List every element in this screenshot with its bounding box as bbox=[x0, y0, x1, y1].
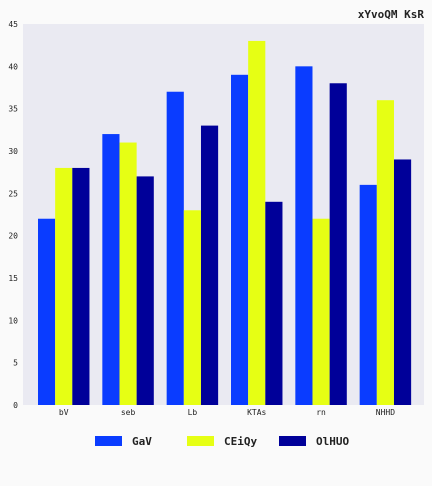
y-tick-label: 45 bbox=[8, 20, 18, 29]
bar-OlHUO-Lb bbox=[200, 125, 219, 405]
bar-GaV-KTAs bbox=[231, 74, 249, 406]
bar-GaV-rn bbox=[295, 66, 313, 405]
y-tick-label: 15 bbox=[8, 274, 18, 283]
y-tick-label: 5 bbox=[13, 359, 18, 368]
x-tick-label: seb bbox=[121, 408, 136, 417]
y-tick-label: 25 bbox=[8, 189, 18, 198]
bar-CEiQy-rn bbox=[312, 218, 330, 405]
bar-CEiQy-KTAs bbox=[248, 40, 266, 405]
x-axis: bV seb Lb KTAs rn NHHD bbox=[59, 408, 395, 417]
bar-OlHUO-bV bbox=[72, 167, 90, 405]
legend-label-CEiQy: CEiQy bbox=[224, 435, 257, 448]
legend-swatch-CEiQy bbox=[187, 436, 214, 446]
x-tick-label: NHHD bbox=[376, 408, 395, 417]
bar-series-group bbox=[38, 40, 412, 406]
y-tick-label: 20 bbox=[8, 232, 18, 241]
bar-CEiQy-Lb bbox=[183, 210, 201, 405]
legend-swatch-OlHUO bbox=[279, 436, 306, 446]
bar-CEiQy-seb bbox=[119, 142, 137, 406]
x-tick-label: KTAs bbox=[247, 408, 266, 417]
y-tick-label: 40 bbox=[8, 62, 18, 71]
bar-OlHUO-KTAs bbox=[265, 201, 283, 405]
x-tick-label: Lb bbox=[188, 408, 198, 417]
bar-OlHUO-NHHD bbox=[393, 159, 412, 405]
y-tick-label: 30 bbox=[8, 147, 18, 156]
bar-OlHUO-seb bbox=[136, 176, 154, 405]
chart-title: xYvoQM KsR bbox=[358, 8, 425, 21]
plot-area bbox=[23, 24, 424, 405]
legend-label-GaV: GaV bbox=[132, 435, 152, 448]
legend: GaV CEiQy OlHUO bbox=[95, 435, 349, 448]
legend-swatch-GaV bbox=[95, 436, 122, 446]
bar-CEiQy-NHHD bbox=[376, 100, 394, 405]
y-axis: 0 5 10 15 20 25 30 35 40 45 bbox=[8, 20, 18, 410]
y-tick-label: 35 bbox=[8, 105, 18, 114]
x-tick-label: rn bbox=[316, 408, 326, 417]
bar-GaV-seb bbox=[102, 134, 120, 406]
legend-label-OlHUO: OlHUO bbox=[316, 435, 349, 448]
y-tick-label: 10 bbox=[8, 316, 18, 325]
bar-GaV-bV bbox=[38, 218, 56, 405]
bar-CEiQy-bV bbox=[55, 167, 73, 405]
bar-GaV-Lb bbox=[166, 91, 184, 405]
bar-GaV-NHHD bbox=[359, 184, 377, 405]
y-tick-label: 0 bbox=[13, 401, 18, 410]
x-tick-label: bV bbox=[59, 408, 69, 417]
bar-OlHUO-rn bbox=[329, 83, 347, 406]
